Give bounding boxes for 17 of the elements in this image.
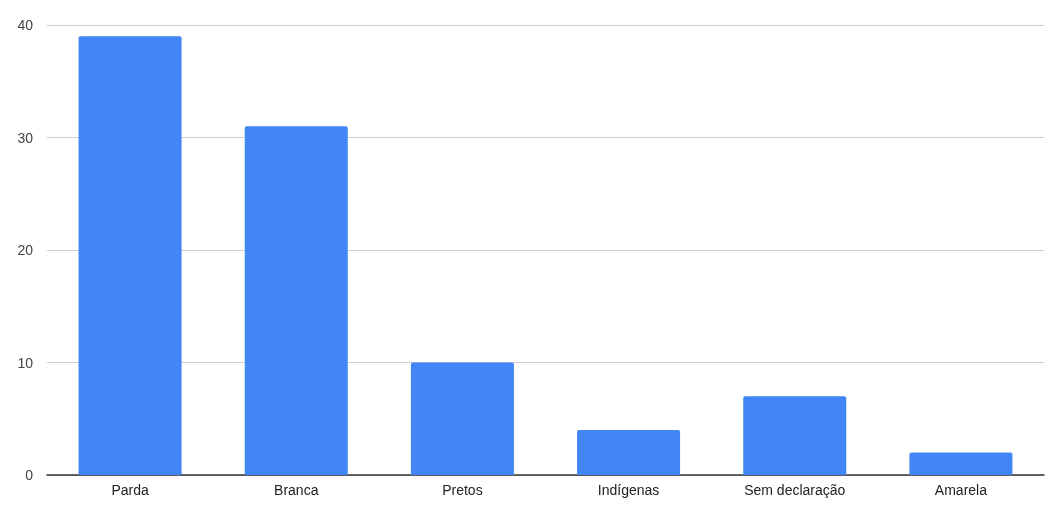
x-tick-label: Amarela — [934, 482, 988, 498]
y-tick-label: 30 — [17, 129, 34, 146]
y-tick-label: 40 — [17, 17, 34, 33]
x-tick-label: Branca — [274, 482, 319, 498]
y-tick-label: 20 — [17, 242, 34, 258]
x-tick-label: Indígenas — [597, 482, 660, 498]
bar — [743, 396, 847, 475]
bar — [410, 362, 514, 475]
bar — [577, 430, 681, 475]
y-tick-label: 10 — [17, 354, 34, 371]
x-tick-label: Parda — [111, 482, 149, 498]
y-tick-label: 0 — [25, 467, 34, 483]
bar — [78, 36, 182, 475]
bar — [909, 452, 1013, 475]
bar — [244, 126, 348, 475]
x-tick-label: Sem declaração — [744, 482, 846, 498]
x-tick-label: Pretos — [442, 482, 483, 498]
